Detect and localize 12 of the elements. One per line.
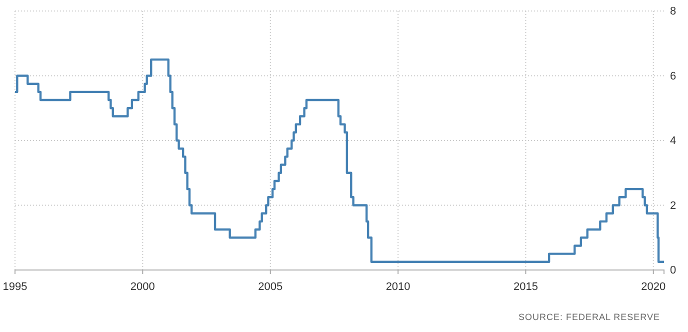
x-tick-label: 2005: [258, 280, 283, 293]
y-tick-label: 4: [670, 135, 676, 148]
y-tick-label: 8: [670, 6, 676, 18]
x-tick-label: 1995: [2, 280, 28, 293]
y-tick-label: 0: [670, 264, 676, 277]
source-note: SOURCE: FEDERAL RESERVE: [518, 312, 660, 322]
y-tick-label: 2: [670, 200, 676, 212]
y-tick-label: 6: [670, 70, 676, 82]
x-tick-label: 2015: [513, 280, 538, 293]
x-tick-label: 2020: [641, 280, 666, 293]
x-tick-label: 2010: [386, 280, 410, 293]
x-tick-label: 2000: [130, 280, 155, 293]
